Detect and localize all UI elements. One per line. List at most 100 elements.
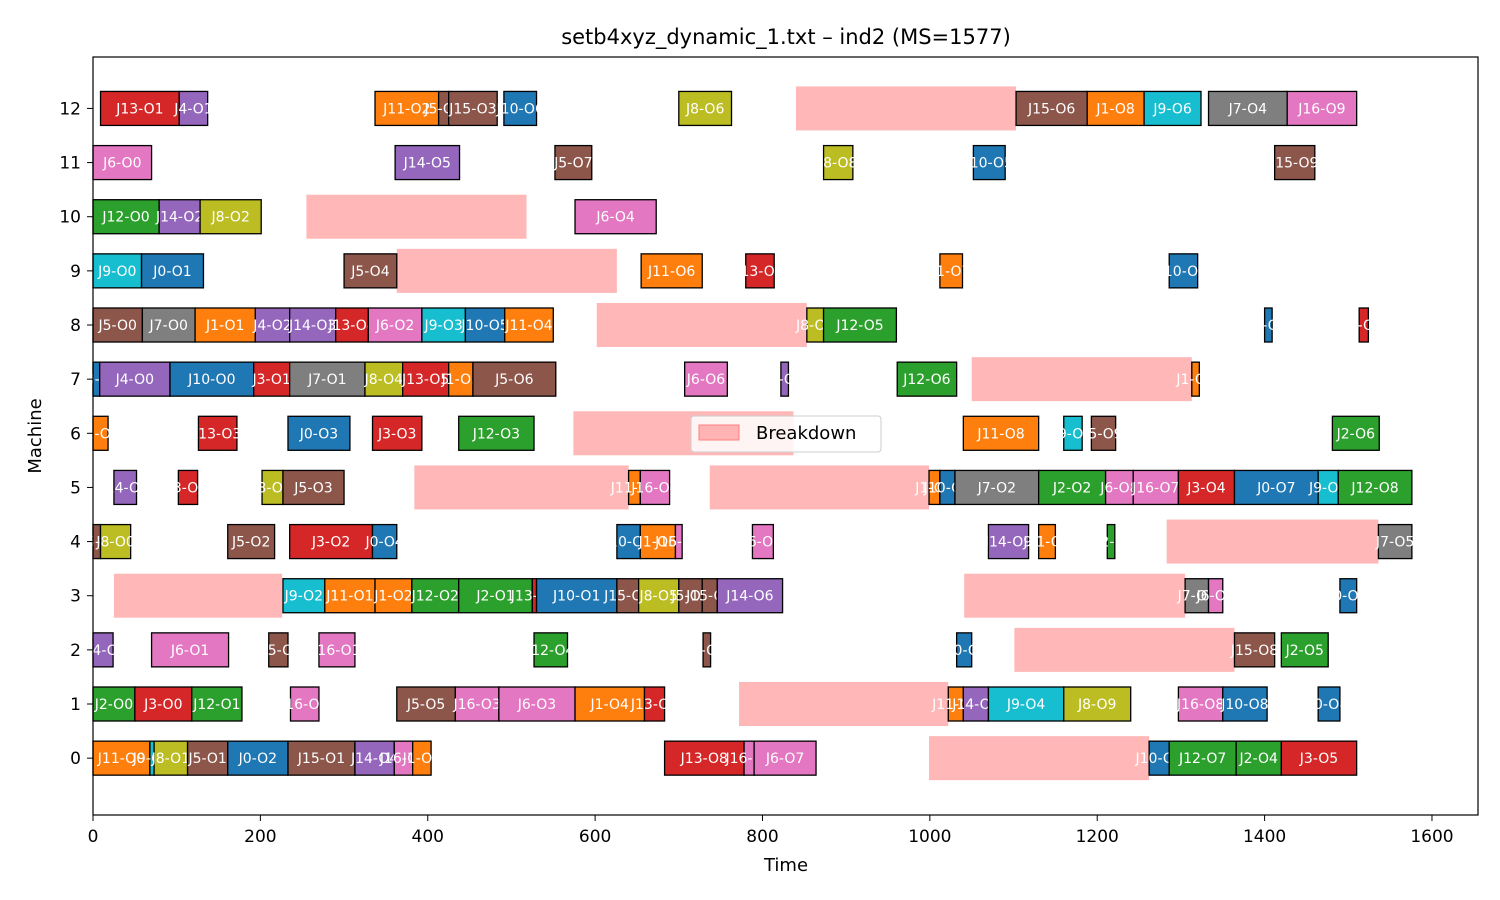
- operation-bar: J3-O1: [251, 361, 291, 397]
- operation-bar: J0-O9: [1248, 307, 1288, 343]
- operation-label: J2-O2: [1052, 480, 1091, 496]
- operation-bar: J6-O8: [1099, 469, 1139, 506]
- operation-label: J1-O4: [590, 697, 629, 713]
- operation-label: J10-O4: [940, 643, 988, 659]
- legend-swatch-breakdown: [698, 424, 740, 441]
- operation-label: J16-O3: [452, 697, 500, 713]
- operation-rect: [289, 686, 320, 722]
- operation-rect: [955, 632, 973, 668]
- operation-bar: J6-O2: [367, 307, 423, 343]
- operation-bar: J1-O2: [80, 415, 120, 451]
- operation-rect: [99, 523, 132, 560]
- operation-bar: J16-O7: [1131, 469, 1179, 506]
- operation-bar: J13-O3: [193, 415, 241, 451]
- operation-rect: [268, 632, 289, 668]
- operation-label: J5-O1: [187, 751, 226, 767]
- operation-label: J8-O9: [1077, 697, 1116, 713]
- operation-rect: [371, 523, 398, 560]
- operation-bar: J6-O6: [684, 361, 728, 397]
- operation-label: J1-O9: [1175, 372, 1214, 388]
- operation-rect: [287, 740, 356, 776]
- operation-bar: J13-O7: [735, 253, 784, 289]
- operation-label: J8-O8: [818, 156, 857, 172]
- operation-bar: J4-O0: [99, 361, 171, 397]
- operation-bar: J14-O0: [78, 632, 127, 668]
- operation-rect: [177, 469, 199, 506]
- operation-rect: [554, 144, 593, 181]
- operation-bar: J11-O2: [374, 90, 440, 127]
- operation-bar: J12-O4: [526, 632, 575, 668]
- operation-rect: [1207, 578, 1224, 614]
- y-tick-label: 5: [70, 478, 81, 498]
- operation-bar: J8-O8: [818, 144, 857, 181]
- operation-bar: J1-O2: [373, 578, 413, 614]
- operation-bar: J6-O7: [743, 523, 782, 560]
- operation-rect: [1222, 686, 1268, 722]
- operation-rect: [158, 199, 201, 235]
- operation-bar: J15-O9: [1270, 144, 1318, 181]
- operation-rect: [343, 253, 398, 289]
- y-tick-label: 4: [70, 533, 81, 553]
- operation-rect: [1286, 90, 1358, 127]
- operation-bar: J14-O1: [101, 469, 149, 506]
- operation-label: J8-O2: [210, 210, 249, 226]
- y-tick-label: 12: [59, 99, 81, 119]
- operation-label: J6-O0: [102, 156, 141, 172]
- operation-rect: [1177, 469, 1236, 506]
- operation-label: J9-O7: [1308, 480, 1347, 496]
- operation-label: J11-O6: [647, 264, 695, 280]
- operation-label: J3-O2: [311, 535, 350, 551]
- operation-bar: J7-O0: [141, 307, 196, 343]
- operation-label: J16-O1: [312, 643, 360, 659]
- operation-bar: J3-O5: [1280, 740, 1358, 776]
- operation-label: J5-O7: [553, 156, 592, 172]
- operation-rect: [640, 253, 703, 289]
- operation-label: J5-O9: [1083, 426, 1122, 442]
- operation-label: J0-O8: [1309, 697, 1348, 713]
- operation-bar: J1-O5: [638, 523, 677, 560]
- operation-bar: J14-O2: [155, 199, 203, 235]
- operation-bar: J10-O6: [496, 90, 544, 127]
- operation-bar: J16-O0: [280, 686, 328, 722]
- operation-bar: J16-O1: [312, 632, 361, 668]
- operation-bar: J11-O1: [324, 578, 376, 614]
- operation-label: J5-O0: [97, 318, 136, 334]
- operation-label: J11-O2: [382, 101, 430, 117]
- operation-rect: [716, 578, 784, 614]
- operation-rect: [1233, 469, 1319, 506]
- operation-bar: J9-O6: [1143, 90, 1202, 127]
- operation-bar: J7-O2: [954, 469, 1040, 506]
- operation-rect: [335, 307, 369, 343]
- operation-rect: [401, 361, 450, 397]
- operation-rect: [282, 578, 326, 614]
- operation-bar: J2-O2: [1037, 469, 1107, 506]
- operation-rect: [896, 361, 958, 397]
- operation-rect: [1337, 469, 1413, 506]
- breakdown-bar: [414, 465, 629, 510]
- operation-rect: [1063, 415, 1083, 451]
- operation-rect: [643, 686, 666, 722]
- operation-label: J1-O5: [638, 535, 677, 551]
- operation-rect: [169, 361, 255, 397]
- operation-rect: [421, 307, 467, 343]
- operation-rect: [141, 307, 196, 343]
- operation-label: J0-O9: [1248, 318, 1287, 334]
- operation-bar: J10-O0: [169, 361, 255, 397]
- operation-rect: [1317, 686, 1341, 722]
- operation-bar: J7-O4: [1207, 90, 1288, 127]
- operation-label: J10-O6: [496, 101, 544, 117]
- operation-label: J10-O8: [1220, 697, 1268, 713]
- operation-bar: J9-O7: [1308, 469, 1347, 506]
- operation-bar: J6-O7: [753, 740, 817, 776]
- operation-label: J2-O0: [94, 697, 133, 713]
- operation-label: J4-O2: [252, 318, 291, 334]
- breakdown-bar: [306, 194, 527, 239]
- operation-label: J12-O4: [526, 643, 574, 659]
- x-tick-label: 0: [88, 827, 99, 847]
- operation-label: J12-O7: [1178, 751, 1226, 767]
- operation-label: J6-O7: [743, 535, 782, 551]
- operation-rect: [448, 361, 474, 397]
- operation-rect: [1086, 90, 1145, 127]
- operation-rect: [134, 686, 193, 722]
- operation-label: J0-O1: [152, 264, 191, 280]
